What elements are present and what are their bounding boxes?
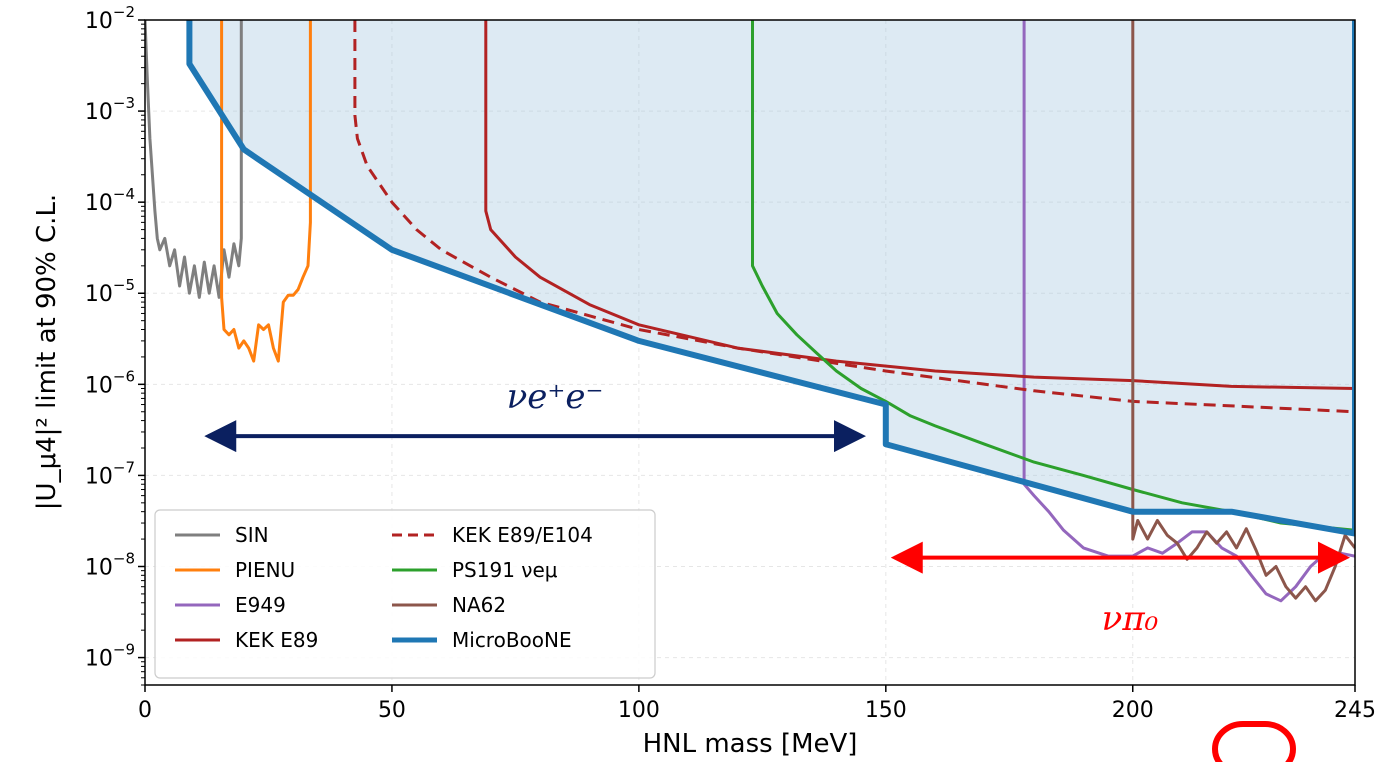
y-tick-label: 10−6 <box>85 367 135 398</box>
annotation-label-pi0: νπ₀ <box>1102 599 1159 639</box>
legend-label: NA62 <box>452 593 506 617</box>
x-tick-label: 245 <box>1334 698 1376 723</box>
plot-frame <box>144 19 1356 686</box>
y-tick-label: 10−2 <box>85 3 135 34</box>
axis-ticks: 0 50 100 150 200 245 10−2 10−3 10−4 10−5 10−6 10−7 1… <box>85 3 1376 723</box>
legend-label: KEK E89 <box>235 628 318 652</box>
series-line-microboone <box>186 20 1355 537</box>
y-tick-label: 10−9 <box>85 641 135 672</box>
legend-label: KEK E89/E104 <box>452 523 593 547</box>
annotations: νe⁺e⁻ νπ₀ <box>204 377 1350 639</box>
series-line-kek-e89 <box>484 20 1355 390</box>
x-tick-label: 200 <box>1112 698 1154 723</box>
x-tick-label: 150 <box>865 698 907 723</box>
legend-label: E949 <box>235 593 286 617</box>
y-tick-label: 10−5 <box>85 276 135 307</box>
legend-box <box>154 509 656 679</box>
y-tick-label: 10−4 <box>85 185 135 216</box>
series-line-sin <box>145 20 243 299</box>
y-tick-label: 10−7 <box>85 458 135 489</box>
legend: SIN PIENU E949 KEK E89 KEK E89/E104 PS191 νeμ… <box>154 509 656 679</box>
x-tick-label: 0 <box>138 698 152 723</box>
legend-label: MicroBooNE <box>452 628 572 652</box>
y-tick-label: 10−8 <box>85 549 135 580</box>
x-tick-label: 50 <box>378 698 406 723</box>
legend-label: PS191 νeμ <box>452 558 558 582</box>
series-line-kek-e89-e104 <box>353 20 1355 414</box>
y-tick-label: 10−3 <box>85 94 135 125</box>
series-line-pienu <box>220 20 312 363</box>
y-axis-label: |U_μ4|² limit at 90% C.L. <box>32 194 62 510</box>
excluded-region-fill <box>189 20 1355 534</box>
series-line-ps191-e <box>751 20 1355 532</box>
annotation-label-ee: νe⁺e⁻ <box>507 377 604 417</box>
legend-label: PIENU <box>235 558 295 582</box>
series-line-e949 <box>1022 20 1355 603</box>
legend-label: SIN <box>235 523 269 547</box>
highlight-box <box>1212 721 1296 762</box>
x-tick-label: 100 <box>618 698 660 723</box>
microboone-excluded-area <box>189 20 1355 534</box>
x-axis-label: HNL mass [MeV] <box>643 729 858 759</box>
